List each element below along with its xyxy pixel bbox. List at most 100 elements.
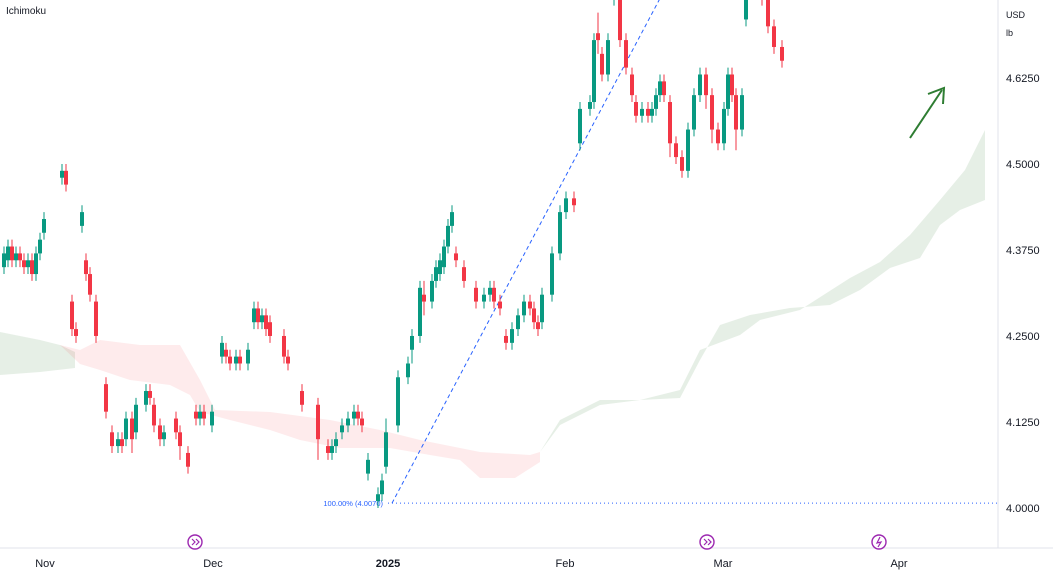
candle-body	[592, 40, 596, 103]
candles	[2, 0, 784, 508]
candle	[516, 308, 520, 336]
candle-body	[596, 33, 600, 41]
candle	[252, 301, 256, 330]
candle-body	[194, 411, 198, 419]
candle	[522, 294, 526, 323]
candle	[406, 356, 410, 385]
candle-body	[434, 267, 438, 281]
candle	[442, 239, 446, 275]
candle-body	[606, 40, 610, 75]
candle	[624, 33, 628, 75]
candle-body	[110, 432, 114, 447]
candle-body	[780, 46, 784, 61]
candle-body	[246, 349, 250, 364]
candle-body	[540, 294, 544, 323]
candle-body	[252, 308, 256, 323]
candle-body	[152, 404, 156, 426]
candle	[686, 122, 690, 178]
currency-label[interactable]: USD	[1006, 10, 1026, 20]
earnings-event-icon[interactable]	[699, 534, 715, 550]
candle-body	[384, 432, 388, 467]
candle	[22, 253, 26, 275]
flash-event-icon[interactable]	[871, 534, 887, 550]
candle-body	[282, 335, 286, 357]
candle-body	[158, 425, 162, 440]
candle-body	[532, 308, 536, 323]
candle-body	[668, 102, 672, 144]
earnings-event-icon[interactable]	[187, 534, 203, 550]
candle-body	[220, 342, 224, 357]
up-arrow-icon	[909, 89, 943, 139]
candle	[384, 418, 388, 474]
candle	[488, 280, 492, 302]
candle-body	[84, 260, 88, 275]
unit-label[interactable]: lb	[1006, 28, 1013, 38]
candle-body	[430, 280, 434, 302]
candle-body	[662, 81, 666, 96]
candle-body	[772, 26, 776, 47]
candle	[528, 294, 532, 316]
candle	[148, 384, 152, 405]
price-tick-label: 4.0000	[1006, 503, 1040, 515]
candle	[64, 163, 68, 192]
candle	[674, 136, 678, 164]
candle	[316, 397, 320, 460]
candle-body	[572, 198, 576, 206]
candle	[596, 12, 600, 54]
candle	[198, 404, 202, 426]
price-tick-label: 4.5000	[1006, 159, 1040, 171]
time-tick-label: Nov	[35, 558, 55, 570]
candle-body	[528, 301, 532, 309]
time-axis[interactable]: Nov Dec 2025 Feb Mar Apr	[0, 534, 1053, 570]
candle	[84, 253, 88, 281]
candle-body	[640, 108, 644, 116]
annotations: 1st ResistancePivot1st Support	[909, 86, 946, 139]
candle-body	[446, 225, 450, 247]
candle	[396, 370, 400, 433]
up-arrow-head-icon	[927, 86, 946, 105]
candle	[772, 19, 776, 54]
candle	[704, 67, 708, 109]
candle-body	[578, 108, 582, 144]
lightning-glyph	[875, 536, 883, 548]
candle-body	[674, 143, 678, 158]
candle-body	[178, 432, 182, 447]
candle-body	[634, 102, 638, 116]
price-axis[interactable]: USDlb5.25004.87504.75004.62504.50004.375…	[997, 0, 1046, 548]
candle	[564, 191, 568, 219]
ichimoku-cloud	[0, 4, 998, 545]
candle	[26, 253, 30, 275]
candle-body	[228, 356, 232, 364]
candle	[110, 425, 114, 453]
fib-level-label: 100.00% (4.0070)	[323, 499, 383, 508]
candle-body	[198, 411, 202, 419]
candle	[578, 102, 582, 151]
candle-body	[14, 253, 18, 261]
candle-body	[536, 322, 540, 330]
candle	[410, 329, 414, 364]
candle-body	[88, 274, 92, 295]
candle-body	[716, 129, 720, 144]
candle	[380, 473, 384, 502]
candle	[152, 397, 156, 433]
candle	[726, 67, 730, 116]
candle-body	[130, 418, 134, 440]
candle	[492, 280, 496, 309]
candle-body	[558, 212, 562, 254]
candle-body	[104, 384, 108, 412]
candle-body	[522, 301, 526, 316]
candle	[42, 212, 46, 240]
candle	[300, 384, 304, 412]
candle	[662, 74, 666, 103]
candle-body	[260, 315, 264, 323]
candle-body	[380, 480, 384, 495]
candle	[422, 280, 426, 316]
candle	[246, 342, 250, 371]
candle-body	[10, 246, 14, 261]
candle	[550, 246, 554, 302]
candle-body	[704, 74, 708, 96]
candle-body	[650, 108, 654, 116]
plot-background	[0, 4, 998, 545]
arrow-glyph	[195, 538, 200, 546]
